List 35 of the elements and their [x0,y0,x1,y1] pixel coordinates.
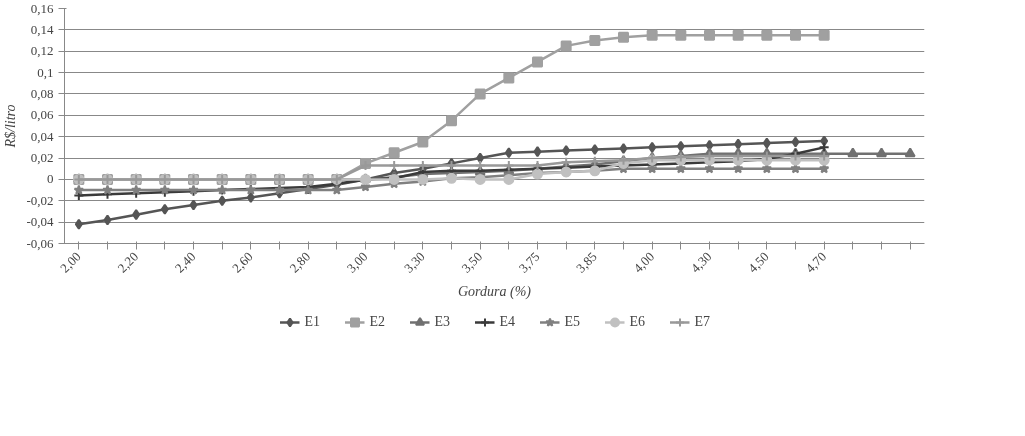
legend-label: E6 [629,314,647,330]
x-tick-label: 4,30 [687,248,715,276]
y-tick-label: 0,02 [30,150,54,166]
legend-label: E3 [434,314,452,330]
x-tick-label: 2,00 [57,248,84,276]
x-tick-label: 3,50 [458,248,486,276]
legend-label: E2 [369,314,387,330]
x-tick-label: 3,00 [343,248,371,276]
x-axis-title: Gordura (%) [458,284,532,301]
x-tick-label: 4,50 [745,248,772,276]
y-tick-label: -0,02 [26,192,54,208]
x-tick-label: 2,80 [286,248,314,276]
x-tick-label: 3,75 [515,248,543,276]
x-tick-label: 2,20 [114,248,142,276]
legend-label: E1 [304,314,322,330]
y-tick-label: 0,06 [30,107,54,123]
x-tick-label: 4,00 [630,248,658,276]
y-tick-label: 0,12 [30,43,54,59]
y-tick-label: -0,04 [26,214,54,230]
x-tick-label: 2,60 [229,248,256,276]
y-tick-label: 0,14 [30,21,54,37]
y-tick-label: 0,16 [30,0,54,16]
y-tick-label: 0,04 [30,128,54,144]
y-tick-label: 0,1 [37,64,54,80]
y-axis-title: R$/litro [3,104,19,149]
y-tick-label: 0,08 [30,85,54,101]
y-tick-label: -0,06 [26,235,54,251]
legend-label: E4 [499,314,517,330]
legend-label: E7 [694,314,712,330]
x-tick-label: 3,30 [401,248,428,276]
x-tick-label: 4,70 [802,248,830,276]
legend-label: E5 [564,314,582,330]
x-tick-label: 2,40 [171,248,199,276]
y-tick-label: 0 [47,171,54,187]
x-tick-label: 3,85 [573,248,600,276]
